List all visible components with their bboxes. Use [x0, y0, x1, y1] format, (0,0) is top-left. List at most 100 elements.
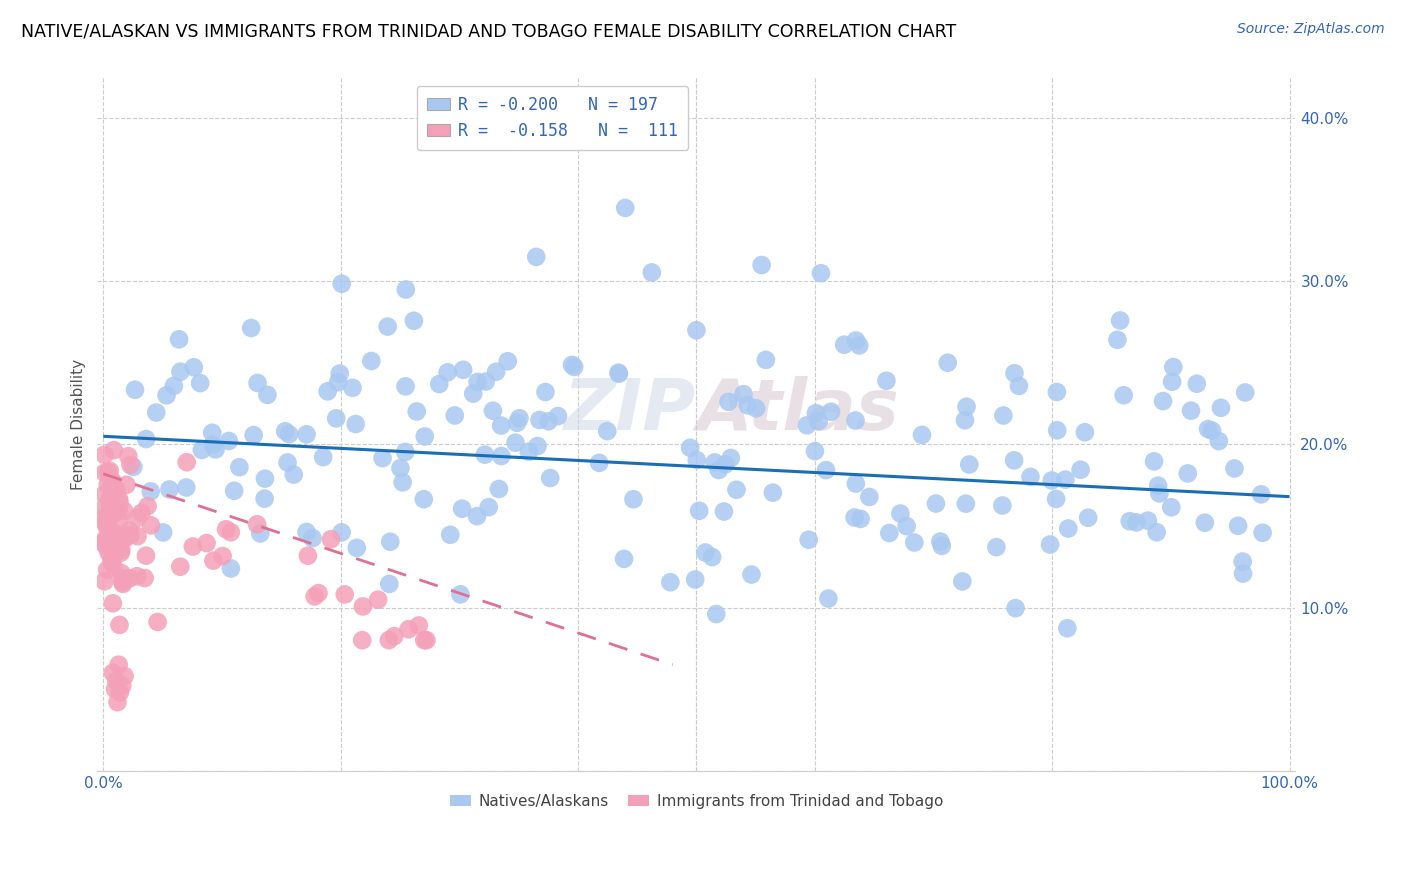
Point [97, 477, 120, 491]
Point [278, 427, 301, 442]
Point [1147, 478, 1170, 492]
Point [679, 441, 702, 455]
Point [112, 577, 135, 591]
Point [451, 363, 474, 377]
Point [488, 482, 510, 496]
Point [110, 543, 132, 558]
Point [256, 388, 278, 402]
Point [96, 520, 118, 534]
Point [101, 665, 124, 680]
Point [751, 258, 773, 272]
Point [191, 443, 214, 458]
Point [405, 404, 427, 418]
Point [131, 506, 153, 520]
Point [107, 500, 129, 515]
Point [174, 480, 197, 494]
Point [101, 533, 124, 548]
Point [117, 449, 139, 463]
Point [98, 495, 121, 509]
Point [1208, 434, 1230, 449]
Point [108, 491, 131, 506]
Point [588, 456, 610, 470]
Point [389, 461, 412, 475]
Point [139, 484, 162, 499]
Point [506, 416, 529, 430]
Point [641, 265, 664, 279]
Point [807, 414, 830, 428]
Point [103, 443, 125, 458]
Point [848, 338, 870, 352]
Point [451, 501, 474, 516]
Point [136, 499, 159, 513]
Point [1002, 453, 1025, 467]
Point [308, 586, 330, 600]
Text: Source: ZipAtlas.com: Source: ZipAtlas.com [1237, 22, 1385, 37]
Point [1177, 467, 1199, 481]
Point [1046, 423, 1069, 437]
Point [159, 483, 181, 497]
Point [1107, 333, 1129, 347]
Point [104, 527, 127, 541]
Point [562, 359, 585, 374]
Point [1209, 401, 1232, 415]
Point [1251, 525, 1274, 540]
Point [135, 549, 157, 563]
Point [394, 379, 416, 393]
Point [253, 472, 276, 486]
Point [96, 514, 118, 528]
Point [1004, 601, 1026, 615]
Point [145, 405, 167, 419]
Point [295, 427, 318, 442]
Point [283, 467, 305, 482]
Point [1185, 376, 1208, 391]
Point [489, 418, 512, 433]
Point [1161, 375, 1184, 389]
Point [436, 365, 458, 379]
Point [100, 480, 122, 494]
Point [242, 428, 264, 442]
Point [329, 367, 352, 381]
Point [146, 615, 169, 629]
Point [94, 516, 117, 530]
Point [925, 497, 948, 511]
Point [1077, 510, 1099, 524]
Point [1046, 384, 1069, 399]
Point [371, 451, 394, 466]
Point [202, 554, 225, 568]
Point [127, 511, 149, 525]
Point [246, 517, 269, 532]
Point [1119, 514, 1142, 528]
Point [465, 509, 488, 524]
Point [491, 449, 513, 463]
Point [804, 406, 827, 420]
Point [367, 592, 389, 607]
Point [204, 442, 226, 457]
Point [725, 483, 748, 497]
Point [1146, 525, 1168, 540]
Point [607, 366, 630, 380]
Point [1160, 500, 1182, 515]
Point [845, 334, 868, 348]
Point [319, 533, 342, 547]
Point [93, 534, 115, 549]
Point [1152, 394, 1174, 409]
Point [111, 571, 134, 585]
Point [101, 552, 124, 566]
Point [844, 413, 866, 427]
Point [107, 695, 129, 709]
Point [96, 540, 118, 554]
Point [474, 375, 496, 389]
Point [1057, 522, 1080, 536]
Point [745, 401, 768, 416]
Point [1019, 470, 1042, 484]
Point [688, 504, 710, 518]
Point [97, 510, 120, 524]
Point [463, 386, 485, 401]
Point [704, 607, 727, 621]
Point [1232, 566, 1254, 581]
Text: Atlas: Atlas [696, 376, 900, 445]
Point [993, 409, 1015, 423]
Point [101, 596, 124, 610]
Point [737, 398, 759, 412]
Point [1201, 424, 1223, 438]
